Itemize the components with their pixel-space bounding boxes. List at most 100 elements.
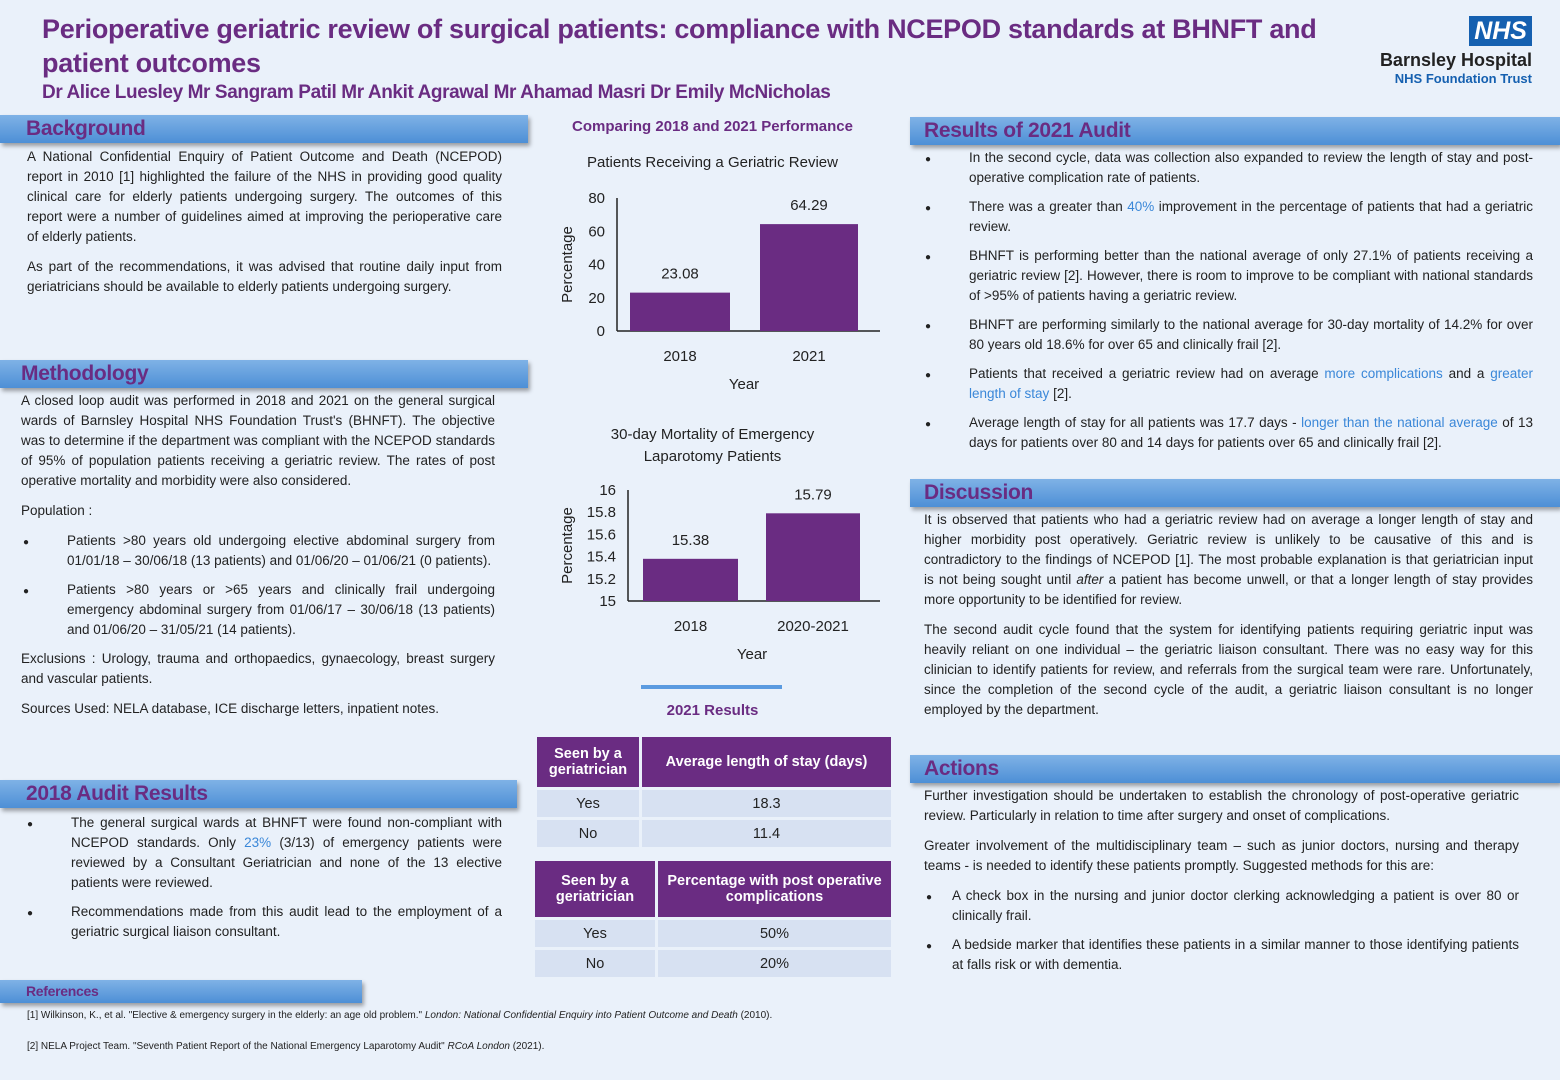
chart2-title-line1: 30-day Mortality of Emergency [610,426,815,443]
text: and a [1442,366,1491,381]
text: [2] NELA Project Team. "Seventh Patient … [27,1041,448,1052]
highlight: 40% [1127,199,1155,214]
x-tick-label: 2018 [674,618,707,635]
chart2-mortality: 15 15.2 15.4 15.6 15.8 16 15.38 2018 15.79 2020-2… [559,482,880,663]
table-cell: No [537,820,639,847]
y-tick-label: 0 [597,323,605,340]
text: The general surgical wards at BHNFT were… [71,815,502,850]
nhs-logo: NHS Barnsley Hospital NHS Foundation Tru… [1380,16,1532,86]
table-cell: 20% [658,950,891,977]
table-row: No 11.4 [537,820,891,847]
table-cell: 50% [658,920,891,947]
data-label: 64.29 [790,197,828,214]
y-tick-label: 15.4 [587,549,616,566]
highlight: longer than the national average [1301,415,1498,430]
exclusions: Exclusions : Urology, trauma and orthopa… [21,651,495,686]
text: [1] Wilkinson, K., et al. "Elective & em… [27,1010,425,1021]
background-p1: A National Confidential Enquiry of Patie… [27,149,502,244]
results-bullet: BHNFT are performing similarly to the na… [923,315,1533,355]
results2021-heading: Results of 2021 Audit [910,117,1560,145]
chart1-geriatric-review: 0 20 40 60 80 23.08 2018 64.29 2021 Year Percentag… [559,190,880,393]
x-tick-label: 2020-2021 [777,618,849,635]
chart2-title-line2: Laparotomy Patients [643,448,782,465]
references-heading: References [0,980,362,1003]
results-bullet: Average length of stay for all patients … [923,413,1533,453]
methodology-heading: Methodology [0,360,528,388]
text: (2010). [737,1010,773,1021]
table-row: Yes 50% [535,920,891,947]
table-header: Seen by a geriatrician [535,861,655,917]
x-tick-label: 2021 [792,348,825,365]
comparison-heading: Comparing 2018 and 2021 Performance [572,118,853,135]
hospital-name: Barnsley Hospital [1379,50,1532,70]
trust-name: NHS Foundation Trust [1394,71,1532,86]
table-cell: No [535,950,655,977]
text: There was a greater than [969,199,1128,214]
results2021-section: In the second cycle, data was collection… [923,148,1533,462]
actions-p2: Greater involvement of the multidiscipli… [924,838,1519,873]
actions-bullet: A bedside marker that identifies these p… [924,935,1519,975]
text: London: National Confidential Enquiry in… [424,1010,738,1021]
discussion-p1: It is observed that patients who had a g… [924,510,1533,610]
text: a patient has become unwell, or that a l… [924,572,1533,607]
poster-title: Perioperative geriatric review of surgic… [42,14,1317,78]
table-cell: 11.4 [642,820,891,847]
discussion-p2: The second audit cycle found that the sy… [924,622,1533,717]
x-tick-label: 2018 [663,348,696,365]
chart1-title: Patients Receiving a Geriatric Review [587,154,838,171]
highlight: 23% [244,835,272,850]
complications-table: Seen by a geriatrician Percentage with po… [532,858,894,980]
nhs-logo-mark: NHS [1469,16,1532,46]
text: RCoA London [447,1041,510,1052]
sources: Sources Used: NELA database, ICE dischar… [21,701,439,716]
divider [641,685,782,689]
text: It is observed that patients who had a g… [924,512,1533,587]
background-heading: Background [0,115,528,143]
bar-2018 [630,292,730,331]
y-tick-label: 60 [588,223,605,240]
population-bullet: Patients >80 years old undergoing electi… [21,531,495,571]
bar-2018 [643,558,738,601]
chart2-title: 30-day Mortality of Emergency Laparotomy … [535,424,890,468]
highlight: greater length of stay [969,366,1533,401]
results-bullet: There was a greater than 40% improvement… [923,197,1533,237]
audit2018-bullet: The general surgical wards at BHNFT were… [25,813,502,893]
y-tick-label: 15 [599,593,616,610]
population-label: Population : [21,503,93,518]
authors: Dr Alice Luesley Mr Sangram Patil Mr Ank… [42,82,831,103]
actions-heading: Actions [910,755,1560,783]
table-header: Average length of stay (days) [642,737,891,787]
table-header: Seen by a geriatrician [537,737,639,787]
actions-p1: Further investigation should be undertak… [924,788,1519,823]
table-cell: Yes [537,790,639,817]
actions-bullet: A check box in the nursing and junior do… [924,886,1519,926]
bar-2021 [760,224,858,331]
x-axis-title: Year [737,646,767,663]
audit2018-section: The general surgical wards at BHNFT were… [25,813,502,951]
text: (3/13) of emergency patients were review… [71,835,502,890]
data-label: 15.79 [794,486,832,503]
data-label: 23.08 [661,266,699,283]
table-row: Yes 18.3 [537,790,891,817]
y-tick-label: 80 [588,190,605,207]
text: after [1076,572,1104,587]
x-axis-title: Year [729,376,759,393]
y-tick-label: 15.2 [587,571,616,588]
audit2018-bullet: Recommendations made from this audit lea… [25,902,502,942]
results-2021-subheading: 2021 Results [666,702,759,719]
results-bullet: Patients that received a geriatric revie… [923,364,1533,404]
length-of-stay-table: Seen by a geriatrician Average length of … [534,734,894,850]
y-tick-label: 40 [588,257,605,274]
actions-section: Further investigation should be undertak… [924,786,1519,984]
text: improvement in the percentage of patient… [969,199,1534,234]
y-tick-label: 20 [588,290,605,307]
y-tick-label: 16 [599,482,616,499]
table-header: Percentage with post operative complicat… [658,861,891,917]
results-bullet: In the second cycle, data was collection… [923,148,1533,188]
methodology-p1: A closed loop audit was performed in 201… [21,393,495,488]
y-tick-label: 15.8 [587,504,616,521]
table-cell: 18.3 [642,790,891,817]
background-p2: As part of the recommendations, it was a… [27,259,502,294]
text: Patients that received a geriatric revie… [969,366,1325,381]
y-axis-title: Percentage [559,226,576,303]
